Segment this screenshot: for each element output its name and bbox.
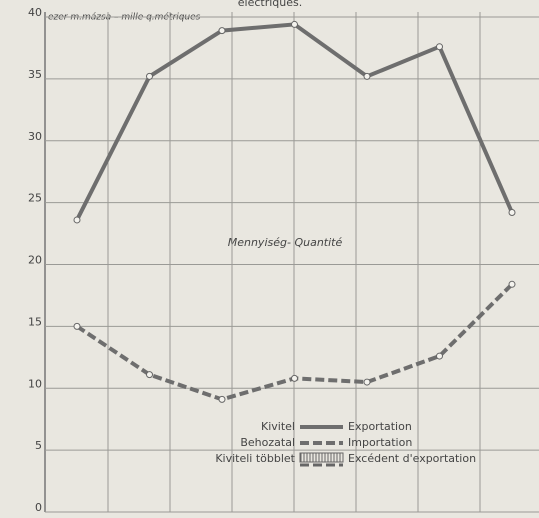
legend-label-alt: Excédent d'exportation [348, 452, 476, 465]
legend-swatch [299, 452, 344, 463]
point [218, 27, 226, 35]
legend-label: Kivitel [261, 420, 295, 433]
annotation: Mennyiség- Quantité [228, 236, 343, 249]
legend-label: Behozatal [240, 436, 295, 449]
y-tick-label: 0 [35, 501, 42, 514]
point [508, 280, 516, 288]
point [508, 209, 516, 217]
point [73, 216, 81, 224]
y-tick-label: 35 [28, 68, 42, 81]
legend-label: Kiviteli többlet [215, 452, 295, 465]
point [291, 374, 298, 382]
point [363, 72, 371, 80]
point [363, 378, 371, 386]
y-tick-label: 10 [28, 377, 42, 390]
y-tick-label: 30 [28, 130, 42, 143]
point [146, 72, 153, 80]
point [291, 20, 298, 28]
point [436, 352, 443, 360]
point [73, 322, 81, 330]
chart-title: électriques. [238, 0, 302, 9]
legend-label-alt: Exportation [348, 420, 412, 433]
point [218, 395, 226, 403]
legend-label-alt: Importation [348, 436, 412, 449]
point [436, 43, 443, 51]
y-tick-label: 5 [35, 439, 42, 452]
y-tick-label: 25 [28, 192, 42, 205]
y-tick-label: 15 [28, 315, 42, 328]
y-tick-label: 40 [28, 6, 42, 19]
point [146, 371, 153, 379]
y-tick-label: 20 [28, 254, 42, 267]
